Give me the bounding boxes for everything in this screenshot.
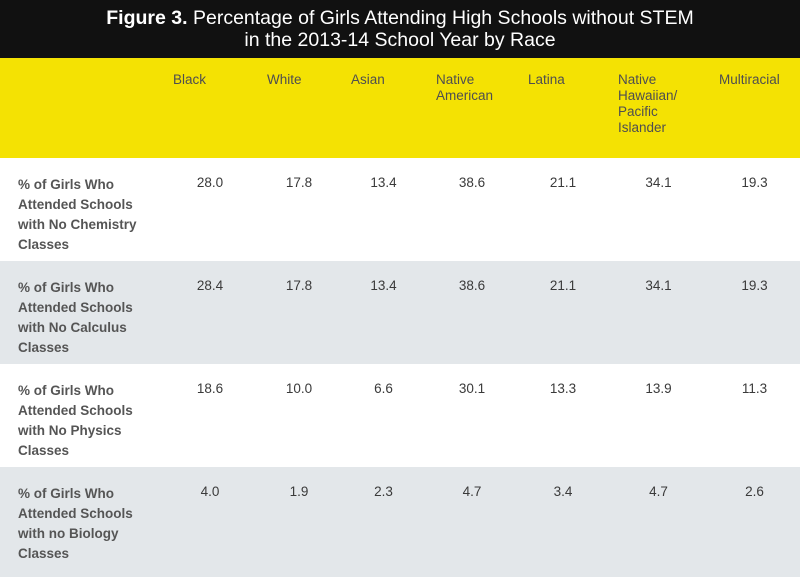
cell-physics-latina: 13.3: [549, 381, 577, 396]
row-label-chemistry: % of Girls Who Attended Schools with No …: [18, 177, 137, 252]
row-label-physics: % of Girls Who Attended Schools with No …: [18, 383, 133, 458]
row-biology: % of Girls Who Attended Schools with no …: [0, 467, 800, 577]
cell-chemistry-multiracial: 19.3: [741, 175, 768, 190]
cell-calculus-multiracial: 19.3: [741, 278, 768, 293]
cell-calculus-white: 17.8: [285, 278, 313, 293]
cell-chemistry-black: 28.0: [196, 175, 224, 190]
cell-biology-white: 1.9: [289, 484, 309, 499]
cell-biology-asian: 2.3: [374, 484, 393, 499]
cell-biology-black: 4.0: [200, 484, 220, 499]
cell-chemistry-white: 17.8: [285, 175, 313, 190]
row-physics: % of Girls Who Attended Schools with No …: [0, 364, 800, 467]
cell-chemistry-latina: 21.1: [549, 175, 577, 190]
row-label-biology: % of Girls Who Attended Schools with no …: [18, 486, 133, 561]
cell-physics-black: 18.6: [196, 381, 224, 396]
figure-label: Figure 3.: [106, 7, 188, 29]
row-label-calculus: % of Girls Who Attended Schools with No …: [18, 280, 133, 355]
title-line-1: Figure 3. Percentage of Girls Attending …: [0, 7, 800, 29]
header-multiracial: Multiracial: [719, 72, 780, 87]
figure-title: Figure 3. Percentage of Girls Attending …: [0, 0, 800, 58]
header-row: Black White Asian Native American Latina…: [0, 58, 800, 158]
header-black: Black: [173, 72, 207, 87]
cell-biology-multiracial: 2.6: [745, 484, 764, 499]
title-line-2: in the 2013-14 School Year by Race: [244, 29, 556, 51]
cell-calculus-native-hawaiian: 34.1: [645, 278, 672, 293]
row-chemistry: % of Girls Who Attended Schools with No …: [0, 158, 800, 261]
cell-physics-native-hawaiian: 13.9: [645, 381, 672, 396]
data-table: Black White Asian Native American Latina…: [0, 58, 800, 577]
cell-physics-multiracial: 11.3: [741, 381, 768, 396]
cell-biology-native-american: 4.7: [462, 484, 482, 499]
title-text-1: Percentage of Girls Attending High Schoo…: [192, 7, 694, 29]
header-native-american: Native American: [436, 72, 494, 103]
cell-chemistry-asian: 13.4: [370, 175, 397, 190]
row-calculus: % of Girls Who Attended Schools with No …: [0, 261, 800, 364]
cell-calculus-asian: 13.4: [370, 278, 397, 293]
cell-calculus-black: 28.4: [196, 278, 224, 293]
cell-calculus-latina: 21.1: [549, 278, 577, 293]
cell-physics-asian: 6.6: [374, 381, 393, 396]
header-native-hawaiian-pacific-islander: Native Hawaiian/ Pacific Islander: [618, 72, 678, 135]
header-white: White: [267, 72, 302, 87]
cell-calculus-native-american: 38.6: [458, 278, 486, 293]
cell-biology-latina: 3.4: [553, 484, 573, 499]
cell-chemistry-native-hawaiian: 34.1: [645, 175, 672, 190]
cell-physics-white: 10.0: [285, 381, 313, 396]
header-asian: Asian: [351, 72, 385, 87]
cell-biology-native-hawaiian: 4.7: [649, 484, 668, 499]
cell-physics-native-american: 30.1: [458, 381, 486, 396]
header-blank: [0, 58, 163, 158]
cell-chemistry-native-american: 38.6: [458, 175, 486, 190]
header-latina: Latina: [528, 72, 565, 87]
